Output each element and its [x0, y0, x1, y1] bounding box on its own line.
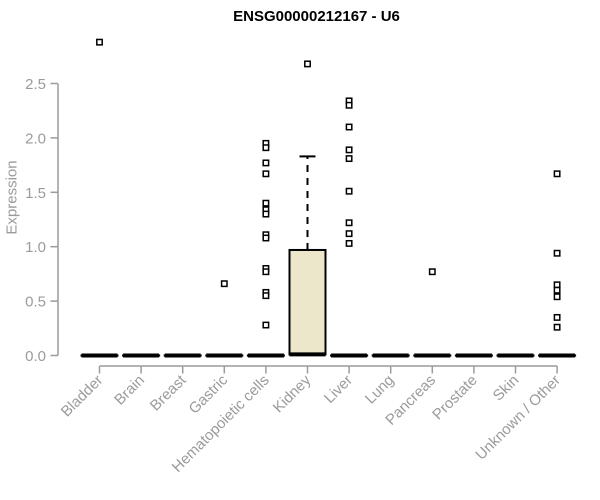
outlier-point — [553, 249, 561, 257]
outlier-point — [96, 38, 103, 46]
x-tick-label: Skin — [490, 372, 523, 405]
outlier-point — [304, 60, 311, 68]
x-tick-label: Bladder — [58, 372, 107, 421]
outlier-point — [262, 234, 270, 242]
x-tick-label: Prostate — [429, 372, 481, 424]
y-tick-label: 0.0 — [25, 348, 46, 365]
outlier-point — [345, 123, 353, 131]
outlier-point — [345, 230, 353, 238]
y-tick-label: 0.5 — [25, 294, 46, 311]
x-tick-label: Breast — [147, 371, 190, 414]
outlier-point — [262, 170, 270, 178]
y-tick-label: 1.0 — [25, 239, 46, 256]
outlier-point — [345, 219, 353, 227]
outlier-point — [345, 101, 353, 109]
box — [288, 248, 327, 356]
outlier-point — [345, 146, 353, 154]
outlier-point — [553, 170, 561, 178]
outlier-point — [262, 144, 270, 152]
outlier-point — [553, 281, 561, 289]
outlier-point — [262, 268, 270, 276]
y-tick-label: 2.5 — [25, 76, 46, 93]
outlier-point — [553, 313, 561, 321]
outlier-point — [262, 210, 270, 218]
chart-title: ENSG00000212167 - U6 — [233, 8, 400, 25]
outlier-point — [220, 280, 228, 288]
y-tick-label: 1.5 — [25, 185, 46, 202]
outlier-point — [345, 239, 353, 247]
outlier-point — [262, 292, 270, 300]
outlier-point — [428, 268, 436, 276]
x-tick-label: Liver — [321, 372, 356, 407]
x-tick-label: Lung — [362, 372, 398, 408]
x-tick-label: Kidney — [270, 371, 315, 416]
outlier-point — [553, 293, 561, 301]
outlier-point — [345, 155, 353, 163]
outlier-point — [262, 199, 270, 207]
outlier-point — [262, 159, 270, 167]
outlier-point — [262, 321, 270, 329]
y-tick-label: 2.0 — [25, 130, 46, 147]
outlier-point — [345, 187, 353, 195]
outlier-point — [553, 286, 561, 294]
outlier-point — [553, 323, 561, 331]
x-tick-label: Brain — [111, 372, 148, 409]
